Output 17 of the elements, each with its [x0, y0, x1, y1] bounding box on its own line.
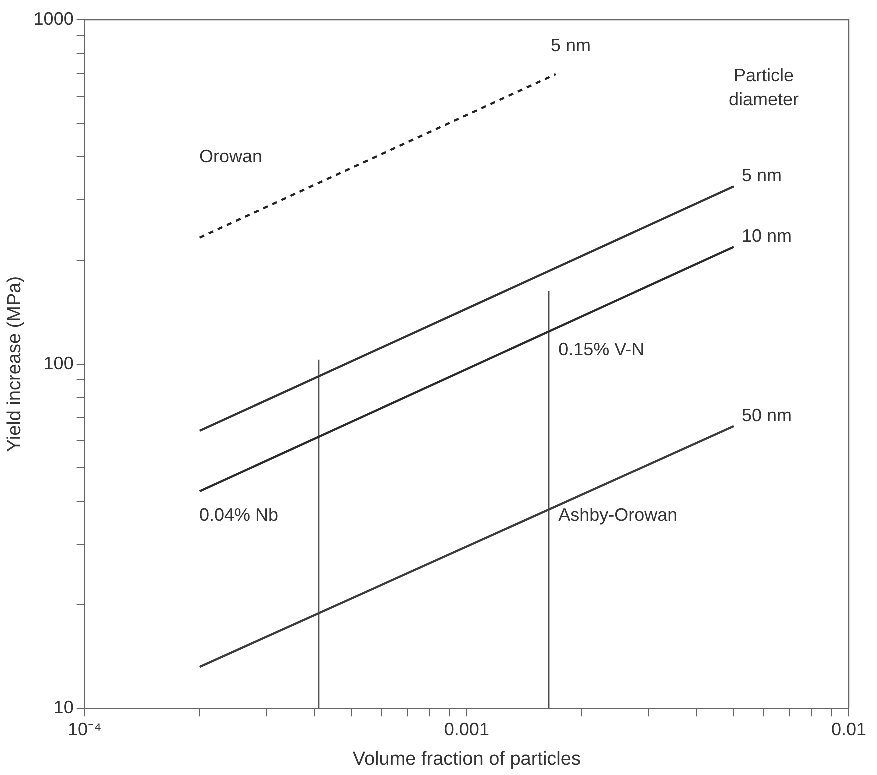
y-tick-label: 1000	[34, 8, 74, 29]
series-label: 5 nm	[550, 35, 591, 56]
annotation: 0.15% V-N	[558, 339, 645, 360]
annotation: Ashby-Orowan	[558, 504, 678, 525]
annotation: 0.04% Nb	[199, 504, 279, 525]
series-label: 50 nm	[742, 405, 792, 426]
x-axis-title: Volume fraction of particles	[352, 748, 581, 770]
y-tick-label: 100	[44, 353, 74, 374]
x-tick-label: 10⁻⁴	[68, 719, 102, 740]
series-label: 5 nm	[742, 166, 782, 186]
y-axis-title: Yield increase (MPa)	[4, 276, 26, 452]
legend-title: Particle diameter	[728, 66, 800, 110]
annotation: Orowan	[199, 146, 262, 167]
x-tick-label: 0.001	[444, 719, 490, 740]
x-tick-label: 0.01	[831, 719, 867, 740]
series-label: 10 nm	[742, 226, 792, 246]
y-tick-label: 10	[54, 698, 74, 718]
